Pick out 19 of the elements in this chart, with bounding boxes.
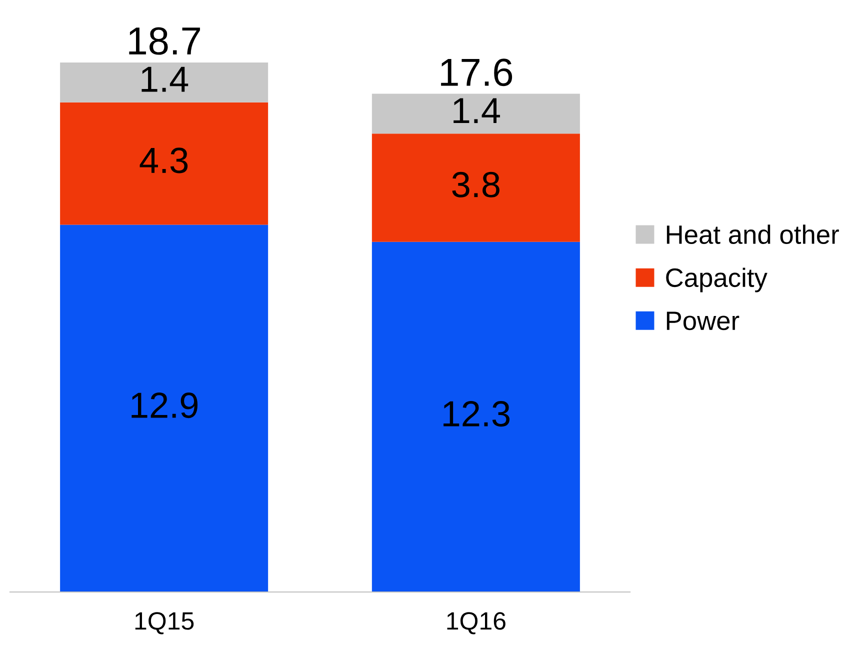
total-label: 18.7	[129, 27, 200, 55]
bar	[372, 134, 580, 242]
data-label: 12.3	[444, 401, 510, 427]
total-label: 17.6	[441, 58, 512, 86]
bar	[60, 62, 268, 102]
legend-label: Power	[666, 312, 740, 330]
bar	[372, 242, 580, 592]
bar	[372, 94, 580, 134]
x-tick-label: 1Q16	[447, 612, 506, 634]
data-label: 1.4	[454, 98, 500, 124]
data-label: 12.9	[132, 392, 198, 418]
x-tick-label: 1Q15	[135, 612, 194, 634]
data-label: 4.3	[140, 148, 188, 174]
legend-label: Heat and other	[666, 224, 839, 244]
data-label: 3.8	[452, 172, 500, 198]
bar	[60, 224, 268, 592]
bar	[60, 102, 268, 225]
legend-label: Capacity	[666, 268, 768, 292]
data-label: 1.4	[142, 66, 188, 92]
